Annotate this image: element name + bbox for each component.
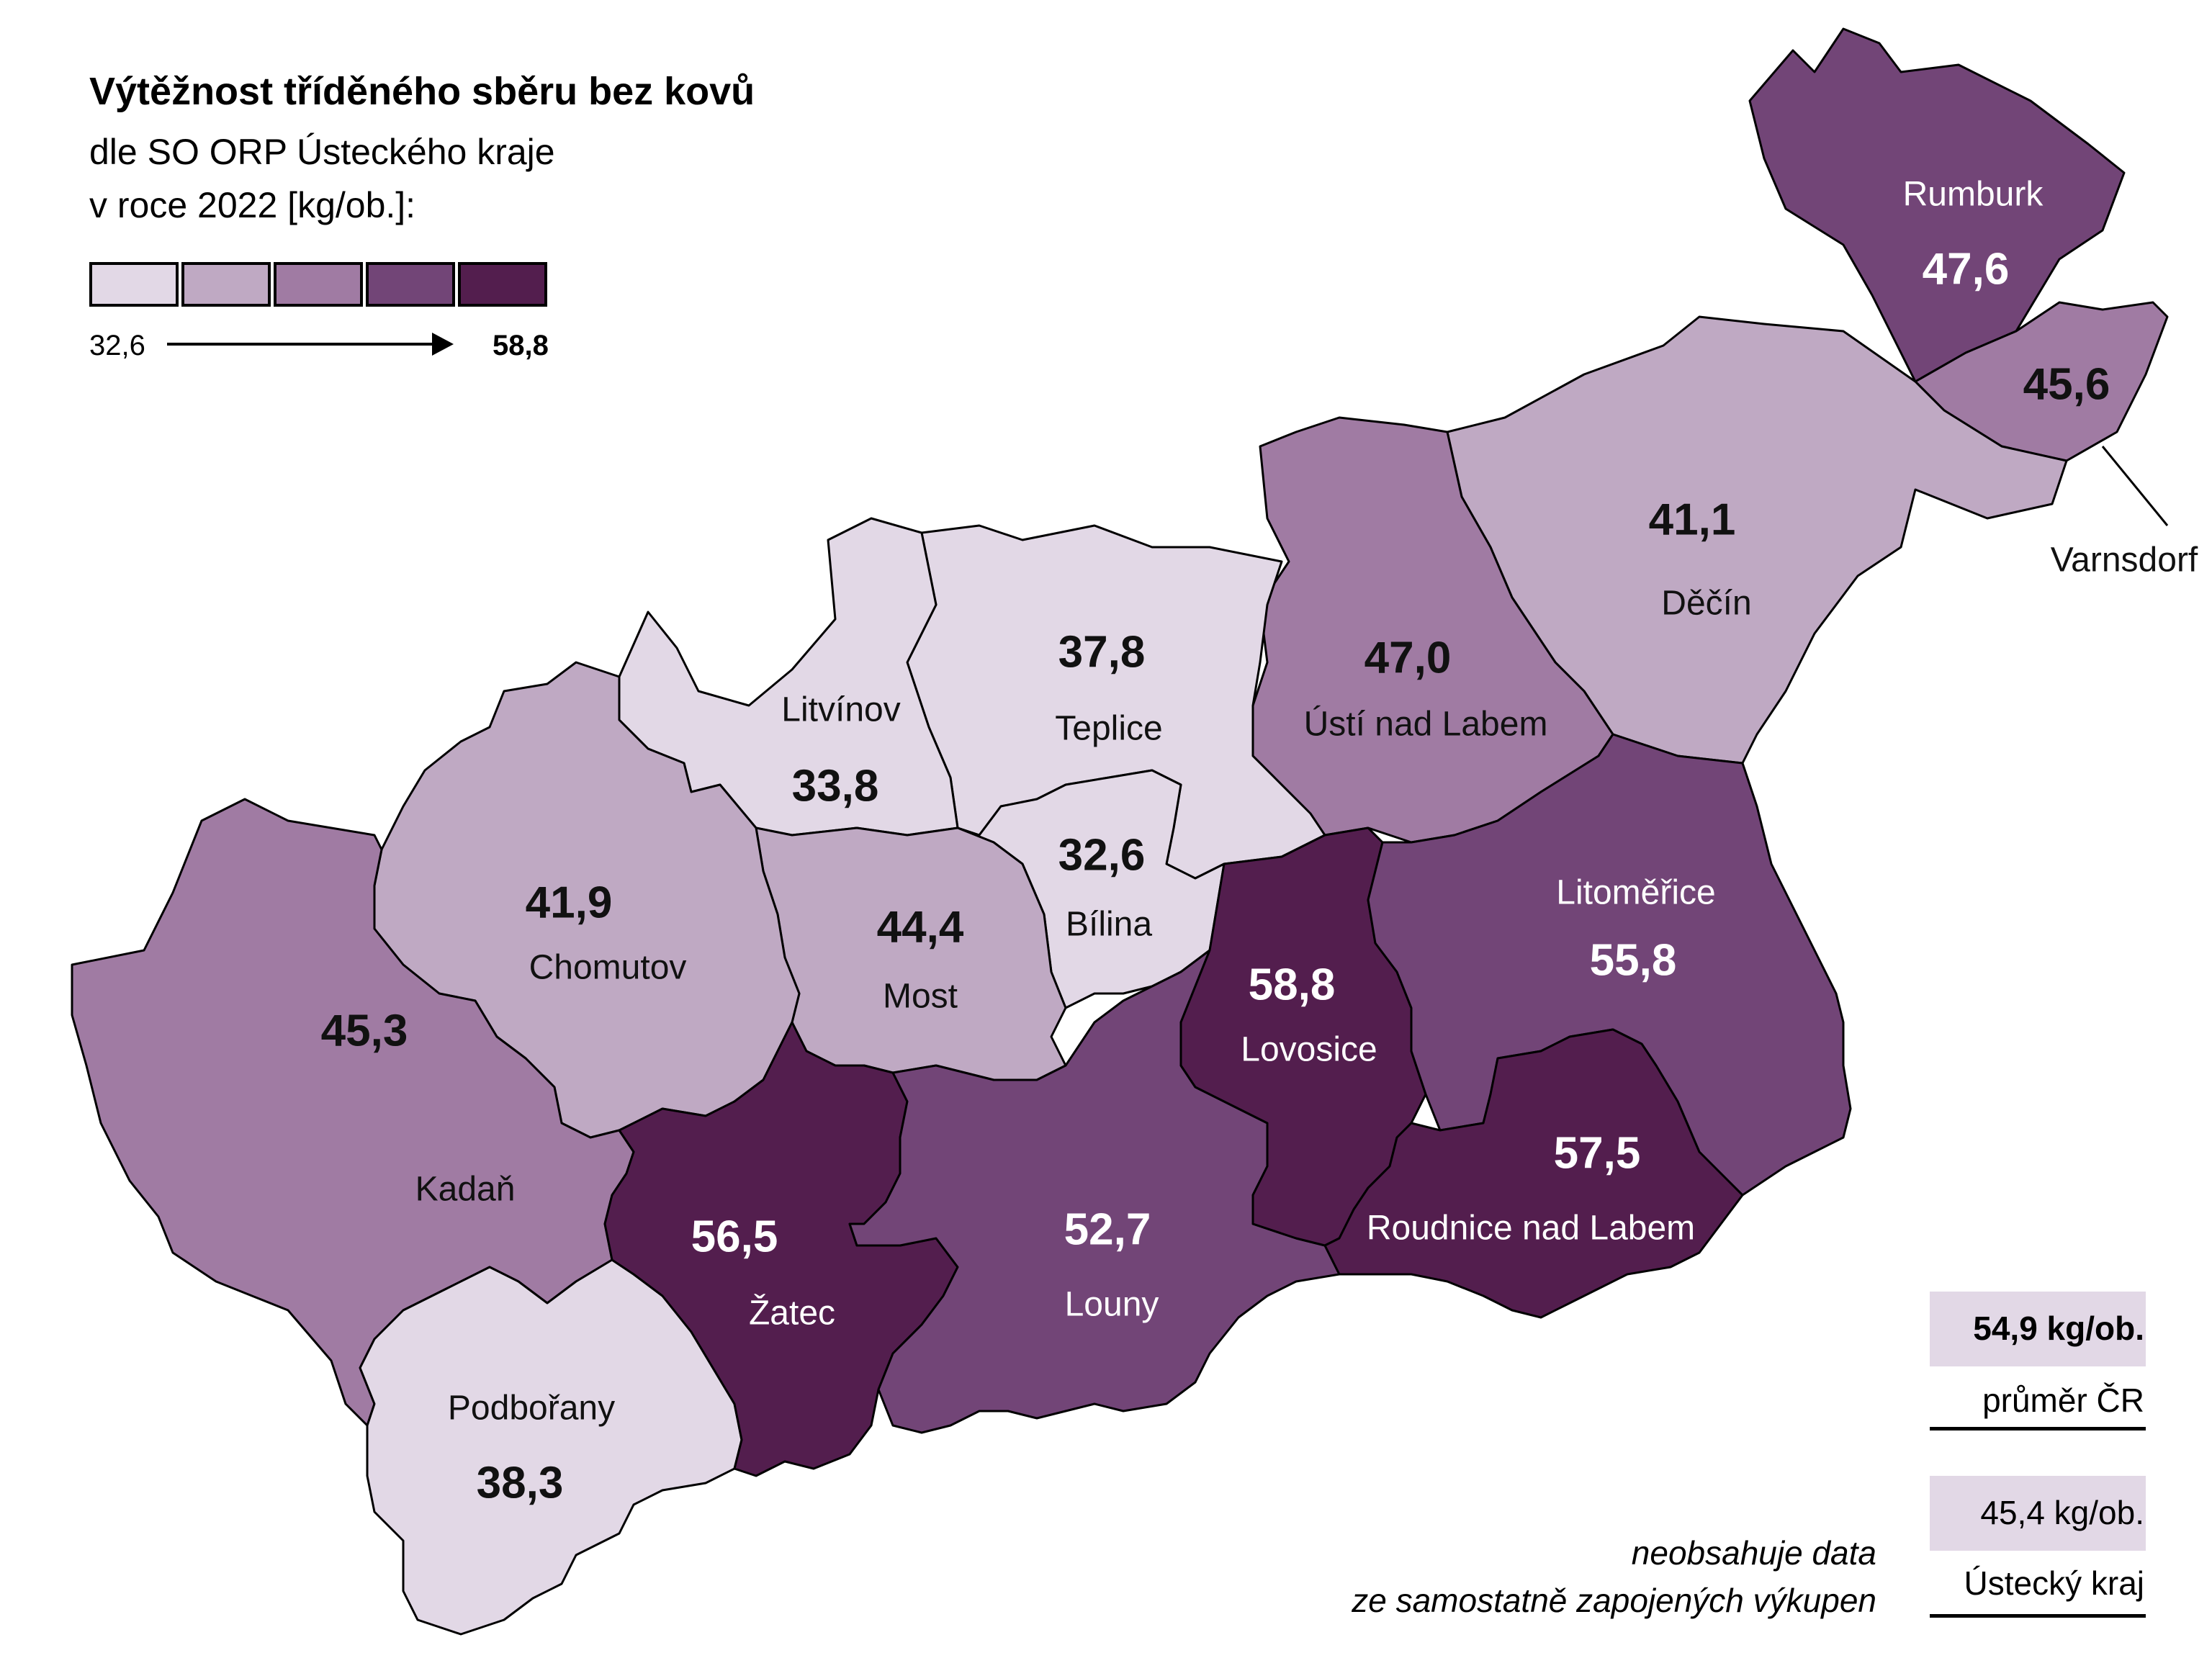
label-bilina-name: Bílina <box>1065 905 1153 944</box>
legend-swatch-3 <box>274 262 363 307</box>
cr-average-value: 54,9 kg/ob. <box>1973 1310 2144 1347</box>
label-litvinov-value: 33,8 <box>791 761 879 811</box>
footnote-line2: ze samostatně zapojených výkupen <box>1352 1582 1876 1619</box>
legend-max: 58,8 <box>493 330 549 361</box>
cr-average-label: průměr ČR <box>1982 1382 2144 1419</box>
label-teplice-name: Teplice <box>1055 709 1163 748</box>
legend-swatch-2 <box>181 262 271 307</box>
kraj-average-label: Ústecký kraj <box>1964 1564 2144 1602</box>
label-chomutov-name: Chomutov <box>529 948 687 987</box>
label-teplice-value: 37,8 <box>1058 627 1146 677</box>
label-most-name: Most <box>882 977 958 1016</box>
legend-arrow-icon <box>167 333 454 356</box>
kraj-average-underline <box>1930 1614 2146 1618</box>
region-roudnice <box>1323 1028 1744 1319</box>
label-roudnice-name: Roudnice nad Labem <box>1366 1209 1696 1248</box>
label-zatec-value: 56,5 <box>691 1212 778 1262</box>
label-varnsdorf-value: 45,6 <box>2023 359 2110 410</box>
label-usti-name: Ústí nad Labem <box>1303 705 1548 744</box>
label-varnsdorf-name: Varnsdorf <box>2050 541 2198 580</box>
cr-average-underline <box>1930 1427 2146 1431</box>
region-louny <box>848 949 1341 1434</box>
legend-swatch-4 <box>366 262 455 307</box>
cr-average-box <box>1930 1292 2146 1366</box>
kraj-average-box <box>1930 1476 2146 1551</box>
legend-swatch-5 <box>458 262 547 307</box>
kraj-average-value: 45,4 kg/ob. <box>1980 1494 2144 1531</box>
label-kadan-value: 45,3 <box>320 1006 408 1056</box>
footnote-line1: neobsahuje data <box>1631 1534 1876 1572</box>
label-podborany-name: Podbořany <box>447 1389 616 1428</box>
label-litomerice-value: 55,8 <box>1589 935 1677 986</box>
map-title: Výtěžnost tříděného sběru bez kovů <box>89 70 755 113</box>
label-lovosice-name: Lovosice <box>1241 1030 1377 1069</box>
label-chomutov-value: 41,9 <box>525 878 613 928</box>
label-bilina-value: 32,6 <box>1058 830 1146 880</box>
legend-swatch-1 <box>89 262 179 307</box>
label-rumburk-value: 47,6 <box>1922 244 2010 294</box>
label-podborany-value: 38,3 <box>476 1458 564 1508</box>
label-litvinov-name: Litvínov <box>781 690 901 729</box>
varnsdorf-leader-line <box>2101 446 2169 526</box>
region-litomerice <box>1367 733 1852 1197</box>
label-decin-value: 41,1 <box>1648 495 1736 545</box>
label-louny-value: 52,7 <box>1064 1204 1151 1255</box>
label-decin-name: Děčín <box>1661 584 1752 623</box>
label-usti-value: 47,0 <box>1364 633 1452 683</box>
region-rumburk <box>1748 27 2126 383</box>
label-lovosice-value: 58,8 <box>1248 960 1336 1010</box>
label-zatec-name: Žatec <box>748 1294 836 1333</box>
label-roudnice-value: 57,5 <box>1553 1128 1641 1179</box>
legend-min: 32,6 <box>89 330 145 361</box>
label-rumburk-name: Rumburk <box>1902 175 2044 214</box>
label-kadan-name: Kadaň <box>415 1170 516 1209</box>
label-litomerice-name: Litoměřice <box>1556 873 1716 912</box>
label-louny-name: Louny <box>1064 1285 1159 1324</box>
label-most-value: 44,4 <box>876 902 964 952</box>
map-subtitle-line2: v roce 2022 [kg/ob.]: <box>89 185 416 225</box>
map-subtitle-line1: dle SO ORP Ústeckého kraje <box>89 132 555 172</box>
